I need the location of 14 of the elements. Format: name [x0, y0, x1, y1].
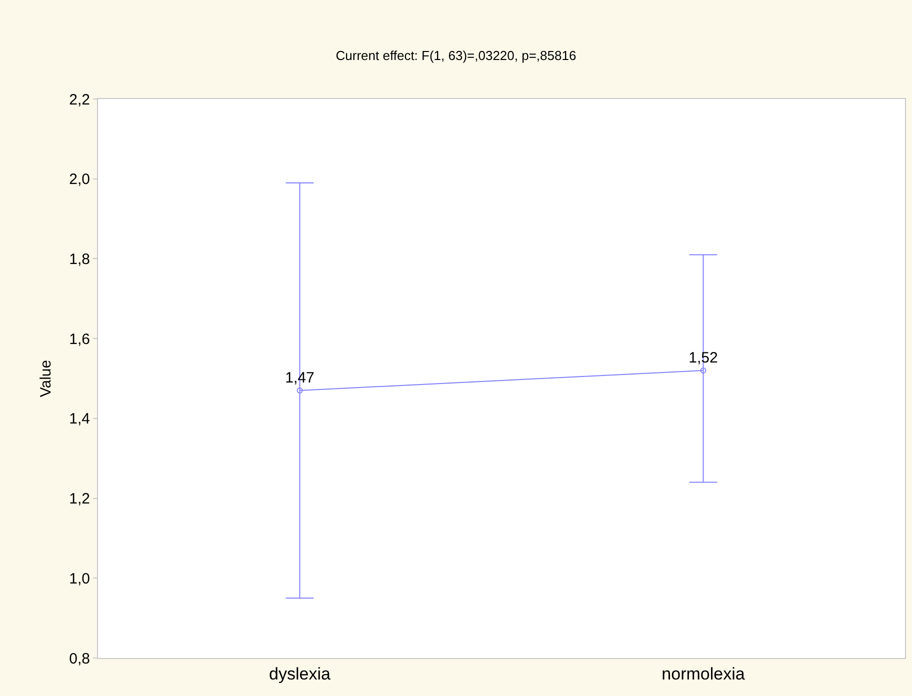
data-label: 1,47: [285, 370, 314, 387]
y-axis-title: Value: [37, 360, 54, 398]
y-tick-label: 1,2: [69, 490, 90, 508]
y-tick-label: 0,8: [69, 650, 90, 668]
y-tick-label: 2,0: [69, 171, 90, 188]
y-tick-label: 1,6: [69, 330, 90, 348]
x-tick-label: dyslexia: [269, 664, 331, 684]
y-tick-label: 1,4: [69, 410, 90, 428]
x-tick-label: normolexia: [662, 664, 746, 684]
y-tick-label: 1,8: [69, 250, 90, 268]
y-tick-label: 1,0: [69, 570, 90, 588]
data-label: 1,52: [688, 350, 718, 367]
y-tick-label: 2,2: [69, 91, 90, 108]
chart-title: Current effect: F(1, 63)=,03220, p=,85816: [336, 48, 576, 64]
